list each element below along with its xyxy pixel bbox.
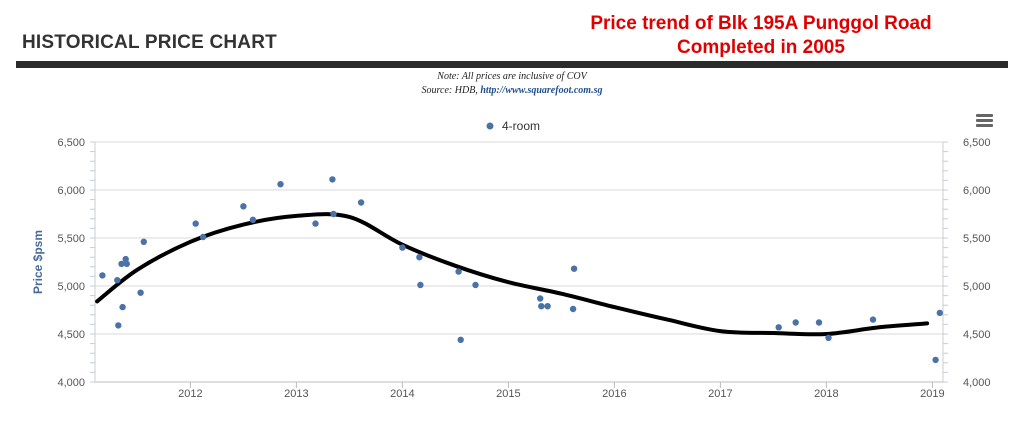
callout-line-1: Price trend of Blk 195A Punggol Road (590, 13, 932, 34)
data-point[interactable] (99, 272, 106, 279)
data-point[interactable] (538, 303, 545, 310)
y-tick-label-left: 4,000 (57, 377, 85, 389)
data-point[interactable] (936, 309, 943, 317)
data-point[interactable] (537, 295, 544, 302)
y-tick-label-left: 4,500 (57, 329, 85, 341)
y-axis-label: Price $psm (31, 230, 45, 294)
page-title: HISTORICAL PRICE CHART (22, 32, 277, 53)
data-point[interactable] (137, 289, 144, 296)
data-point[interactable] (192, 220, 199, 227)
source-note: Source: HDB, http://www.squarefoot.com.s… (0, 85, 1024, 96)
y-tick-label-right: 6,500 (963, 137, 991, 149)
x-tick-label: 2017 (708, 388, 732, 400)
data-point[interactable] (792, 319, 799, 326)
data-point[interactable] (329, 176, 336, 183)
data-point[interactable] (199, 233, 207, 241)
data-point[interactable] (330, 210, 337, 218)
x-tick-label: 2014 (390, 388, 414, 400)
data-point[interactable] (569, 305, 577, 313)
data-point[interactable] (472, 281, 479, 289)
points-layer (99, 176, 943, 364)
data-point[interactable] (417, 281, 424, 289)
data-point[interactable] (455, 268, 462, 275)
data-point[interactable] (869, 316, 877, 323)
callout-line-2: Completed in 2005 (677, 37, 845, 58)
legend[interactable]: 4-room (486, 119, 541, 133)
source-link[interactable]: http://www.squarefoot.com.sg (480, 85, 603, 96)
data-point[interactable] (122, 255, 129, 263)
data-point[interactable] (399, 244, 406, 251)
data-point[interactable] (249, 216, 257, 223)
data-point[interactable] (570, 265, 578, 272)
y-tick-label-right: 5,500 (963, 233, 991, 245)
x-tick-label: 2018 (814, 388, 838, 400)
legend-label[interactable]: 4-room (502, 119, 540, 133)
axes: 4,000 4,000 4,500 4,500 5,000 5,000 5,500 5,500… (57, 137, 990, 400)
chart-callout: Price trend of Blk 195A Punggol Road Com… (518, 12, 1004, 60)
legend-marker (486, 122, 494, 130)
header-divider (16, 61, 1008, 68)
trend-line (95, 212, 930, 337)
data-point[interactable] (118, 260, 125, 268)
x-tick-label: 2015 (496, 388, 520, 400)
data-point[interactable] (457, 336, 464, 343)
x-tick-label: 2019 (920, 388, 944, 400)
y-tick-label-left: 5,500 (57, 233, 85, 245)
x-tick-label: 2016 (602, 388, 626, 400)
y-tick-label-right: 4,000 (963, 377, 991, 389)
data-point[interactable] (114, 277, 121, 284)
data-point[interactable] (416, 254, 423, 261)
x-tick-label: 2012 (178, 388, 202, 400)
y-tick-label-left: 6,000 (57, 185, 85, 197)
cov-note: Note: All prices are inclusive of COV (437, 71, 587, 82)
data-point[interactable] (277, 181, 284, 188)
data-point[interactable] (815, 319, 823, 326)
data-point[interactable] (932, 356, 939, 364)
trend-layer (95, 212, 930, 337)
data-point[interactable] (123, 260, 130, 268)
data-point[interactable] (544, 303, 551, 310)
data-point[interactable] (825, 334, 832, 341)
x-tick-label: 2013 (284, 388, 308, 400)
data-point[interactable] (240, 203, 247, 210)
data-point[interactable] (115, 322, 122, 329)
y-tick-label-left: 6,500 (57, 137, 85, 149)
y-tick-label-left: 5,000 (57, 281, 85, 293)
data-point[interactable] (140, 238, 147, 245)
source-prefix: Source: HDB, (421, 85, 481, 96)
data-point[interactable] (312, 220, 319, 227)
grid-lines (95, 141, 943, 383)
data-point[interactable] (119, 303, 126, 311)
data-point[interactable] (357, 199, 365, 206)
hamburger-menu-icon[interactable] (976, 114, 993, 128)
y-tick-label-right: 5,000 (963, 281, 991, 293)
y-tick-label-right: 4,500 (963, 329, 991, 341)
y-tick-label-right: 6,000 (963, 185, 991, 197)
data-point[interactable] (775, 324, 782, 331)
